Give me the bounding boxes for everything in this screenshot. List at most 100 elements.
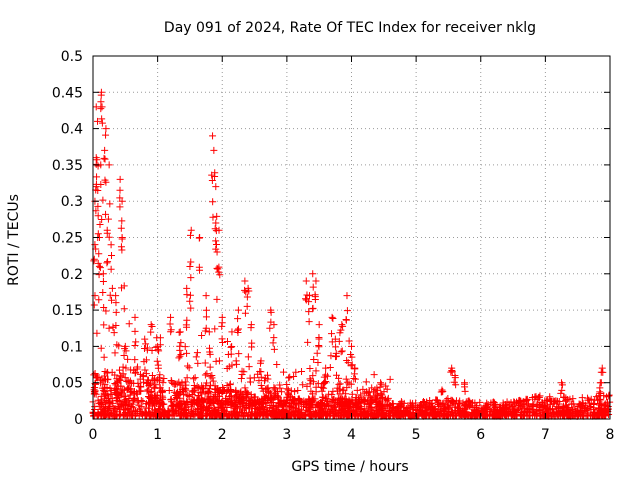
noise-point	[156, 371, 164, 379]
spike-cluster-point	[241, 286, 249, 294]
scatter-point	[291, 399, 299, 407]
scatter-point	[153, 391, 161, 399]
scatter-point	[176, 381, 184, 389]
scatter-point	[120, 305, 128, 313]
scatter-point	[147, 394, 155, 402]
y-tick-label: 0.3	[61, 194, 83, 210]
noise-point	[182, 411, 190, 419]
scatter-point	[201, 359, 209, 367]
spike-cluster-point	[343, 307, 351, 315]
spike-cluster-point	[186, 297, 194, 305]
scatter-point	[370, 371, 378, 379]
scatter-point	[206, 372, 214, 380]
spike-cluster-point	[98, 115, 106, 123]
spike-point	[331, 335, 339, 343]
scatter-point	[366, 394, 374, 402]
scatter-point	[126, 377, 134, 385]
spike-point	[328, 313, 336, 321]
scatter-point	[190, 388, 198, 396]
scatter-point	[329, 395, 337, 403]
noise-point	[605, 411, 613, 419]
spike-cluster-point	[97, 91, 105, 99]
noise-point	[414, 407, 422, 415]
noise-point	[562, 403, 570, 411]
noise-point	[90, 412, 98, 420]
scatter-point	[347, 380, 355, 388]
scatter-point	[223, 338, 231, 346]
spike-cluster-point	[109, 323, 117, 331]
scatter-point	[235, 350, 243, 358]
noise-point	[500, 404, 508, 412]
spike-cluster-point	[94, 259, 102, 267]
scatter-point	[105, 324, 113, 332]
scatter-point	[101, 387, 109, 395]
spike-point	[98, 103, 106, 111]
scatter-point	[137, 383, 145, 391]
scatter-point	[245, 363, 253, 371]
noise-point	[501, 406, 509, 414]
scatter-point	[223, 364, 231, 372]
spike-cluster-point	[348, 353, 356, 361]
noise-point	[211, 406, 219, 414]
noise-point	[493, 411, 501, 419]
noise-point	[305, 412, 313, 420]
spike-point	[94, 212, 102, 220]
spike-point	[241, 277, 249, 285]
noise-point	[595, 405, 603, 413]
noise-point	[142, 370, 150, 378]
noise-point	[319, 405, 327, 413]
noise-point	[461, 402, 469, 410]
scatter-point	[211, 325, 219, 333]
scatter-point	[95, 271, 103, 279]
spike-cluster-point	[558, 386, 566, 394]
spike-cluster-point	[597, 389, 605, 397]
spike-cluster-point	[209, 198, 217, 206]
scatter-point	[383, 385, 391, 393]
spike-cluster-point	[339, 322, 347, 330]
y-tick-label: 0.4	[61, 122, 83, 138]
spike-cluster-point	[103, 259, 111, 267]
noise-point	[111, 371, 119, 379]
noise-point	[363, 408, 371, 416]
spike-point	[107, 241, 115, 249]
noise-point	[134, 407, 142, 415]
scatter-point	[205, 388, 213, 396]
spike-cluster-point	[183, 316, 191, 324]
scatter-point	[339, 386, 347, 394]
scatter-point	[154, 397, 162, 405]
scatter-point	[283, 381, 291, 389]
spike-point	[315, 321, 323, 329]
spike-point	[102, 125, 110, 133]
spike-point	[312, 277, 320, 285]
noise-point	[580, 405, 588, 412]
spike-point	[147, 321, 155, 329]
scatter-point	[158, 386, 166, 394]
noise-point	[121, 374, 129, 382]
scatter-point	[325, 390, 333, 398]
spike-cluster-point	[141, 344, 149, 352]
scatter-point	[313, 349, 321, 357]
spike-cluster-point	[597, 379, 605, 387]
spike-cluster-point	[461, 387, 469, 395]
noise-point	[426, 412, 434, 420]
scatter-point	[193, 349, 201, 357]
spike-cluster-point	[94, 187, 102, 195]
noise-point	[534, 393, 542, 401]
noise-point	[445, 405, 453, 413]
spike-cluster-point	[187, 258, 195, 266]
noise-point	[523, 401, 531, 409]
spike-cluster-point	[242, 288, 250, 296]
noise-point	[135, 382, 143, 390]
scatter-point	[276, 381, 284, 389]
noise-point	[205, 411, 213, 419]
y-tick-label: 0.1	[61, 339, 83, 355]
spike-cluster-point	[213, 264, 221, 272]
y-tick-label: 0.05	[52, 376, 83, 392]
noise-point	[487, 407, 495, 415]
noise-point	[539, 408, 547, 416]
scatter-point	[136, 370, 144, 378]
noise-point	[400, 407, 408, 415]
spike-cluster-point	[116, 186, 124, 194]
scatter-point	[286, 373, 294, 381]
